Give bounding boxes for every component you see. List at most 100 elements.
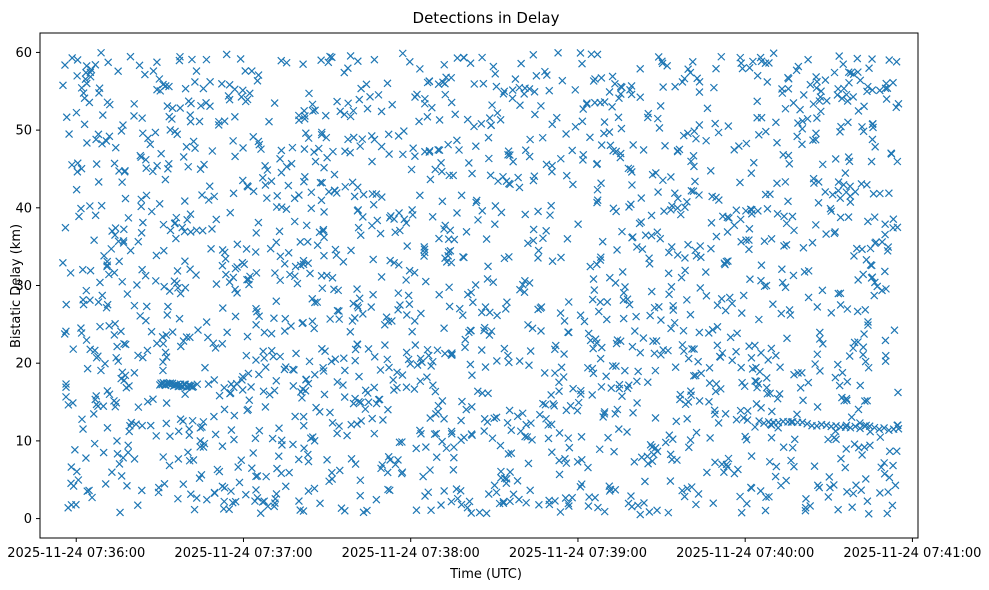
- data-point: [515, 357, 524, 365]
- data-point: [508, 86, 517, 94]
- data-point: [170, 277, 179, 286]
- data-point: [507, 426, 516, 435]
- data-point: [712, 232, 721, 241]
- data-point: [574, 398, 583, 407]
- data-point: [813, 403, 822, 411]
- data-point: [110, 396, 118, 405]
- data-point: [287, 159, 296, 168]
- data-point: [754, 130, 763, 139]
- data-point: [394, 260, 403, 269]
- data-point: [438, 197, 447, 206]
- data-point: [703, 104, 712, 113]
- data-point: [428, 381, 437, 390]
- data-point: [232, 379, 241, 388]
- data-point: [782, 219, 791, 228]
- data-point: [391, 228, 400, 237]
- data-point: [686, 310, 695, 319]
- data-point: [652, 336, 661, 345]
- data-point: [260, 328, 269, 337]
- data-point: [858, 122, 866, 131]
- data-point: [833, 91, 842, 99]
- data-point: [253, 307, 261, 316]
- data-point: [671, 363, 680, 372]
- data-point: [588, 391, 597, 399]
- data-point: [212, 280, 221, 288]
- data-point: [124, 441, 133, 450]
- data-point: [467, 402, 476, 411]
- data-point: [119, 225, 128, 234]
- data-point: [472, 198, 481, 207]
- data-point: [863, 396, 872, 405]
- data-point: [629, 408, 637, 417]
- data-point: [304, 134, 313, 143]
- data-point: [677, 273, 686, 282]
- data-point: [83, 487, 92, 496]
- data-point: [68, 53, 77, 62]
- data-point: [526, 419, 535, 428]
- data-point: [453, 208, 461, 217]
- data-point: [682, 295, 691, 304]
- data-point: [730, 221, 739, 230]
- data-point: [696, 284, 705, 292]
- data-point: [353, 420, 361, 429]
- data-point: [646, 311, 655, 320]
- data-point: [562, 459, 571, 468]
- data-point: [521, 210, 530, 219]
- data-point: [878, 237, 887, 246]
- data-point: [866, 244, 875, 253]
- data-point: [80, 120, 89, 129]
- data-point: [475, 508, 484, 517]
- data-point: [395, 226, 404, 235]
- data-point: [176, 104, 185, 113]
- data-point: [692, 134, 700, 143]
- data-point: [804, 378, 813, 387]
- data-point: [180, 227, 189, 236]
- data-point: [551, 341, 560, 350]
- data-point: [597, 179, 605, 188]
- data-point: [363, 104, 372, 113]
- data-point: [682, 197, 691, 206]
- data-point: [452, 136, 461, 145]
- data-point: [114, 67, 123, 76]
- data-point: [447, 98, 456, 107]
- data-point: [326, 315, 335, 323]
- data-point: [586, 336, 595, 345]
- data-point: [174, 283, 182, 292]
- data-point: [181, 283, 190, 292]
- data-point: [304, 457, 313, 466]
- data-point: [411, 341, 420, 349]
- data-point: [612, 362, 620, 371]
- data-point: [706, 434, 715, 442]
- data-point: [410, 317, 419, 325]
- data-point: [370, 135, 379, 144]
- data-point: [532, 71, 541, 80]
- data-point: [424, 488, 433, 497]
- data-point: [680, 253, 689, 262]
- data-point: [110, 159, 119, 168]
- data-point: [356, 231, 365, 240]
- data-point: [245, 89, 254, 98]
- data-point: [231, 285, 240, 294]
- data-point: [837, 393, 846, 402]
- data-point: [484, 389, 492, 398]
- data-point: [781, 177, 790, 186]
- data-point: [571, 122, 580, 131]
- data-point: [125, 381, 133, 390]
- data-point: [537, 303, 546, 312]
- data-point: [124, 213, 133, 222]
- data-point: [303, 450, 312, 459]
- data-point: [559, 373, 568, 381]
- data-point: [171, 219, 180, 227]
- data-point: [299, 412, 308, 421]
- data-point: [602, 315, 611, 324]
- data-point: [431, 410, 440, 418]
- data-point: [821, 188, 830, 196]
- data-point: [151, 128, 160, 137]
- data-point: [850, 338, 859, 347]
- data-point: [309, 107, 317, 115]
- data-point: [656, 101, 665, 110]
- data-point: [824, 435, 833, 444]
- data-point: [151, 276, 160, 285]
- data-point: [270, 502, 279, 511]
- data-point: [86, 266, 95, 275]
